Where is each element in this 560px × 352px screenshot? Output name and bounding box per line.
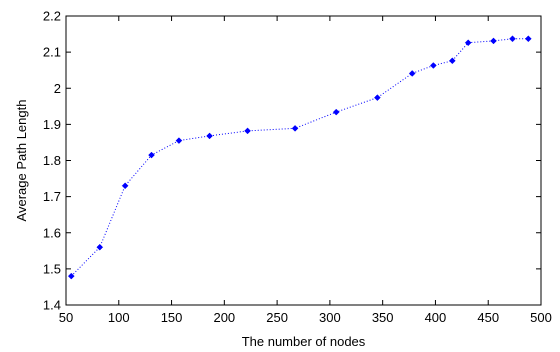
y-tick-label: 1.9 — [43, 117, 61, 132]
x-tick-label: 400 — [425, 310, 447, 325]
x-axis-label: The number of nodes — [242, 334, 366, 349]
data-point — [175, 137, 183, 144]
x-tick-label: 100 — [108, 310, 130, 325]
data-point — [429, 62, 437, 69]
data-point — [148, 151, 155, 159]
y-tick-label: 2 — [54, 81, 61, 96]
axis-ticks — [65, 15, 542, 306]
x-tick-label: 200 — [213, 310, 235, 325]
y-tick-label: 2.1 — [43, 45, 61, 60]
data-point — [96, 243, 104, 251]
data-point — [464, 39, 472, 47]
data-point — [374, 94, 381, 101]
data-point — [509, 35, 516, 43]
x-tick-label: 150 — [161, 310, 183, 325]
data-point — [490, 37, 497, 45]
x-tick-label: 450 — [477, 310, 499, 325]
x-tick-label: 50 — [59, 310, 73, 325]
data-point — [291, 124, 299, 132]
data-point — [244, 127, 251, 135]
y-tick-label: 1.5 — [43, 261, 61, 276]
data-point — [408, 70, 416, 77]
y-tick-label: 1.8 — [43, 153, 61, 168]
y-axis-label: Average Path Length — [14, 100, 29, 222]
y-tick-label: 1.6 — [43, 225, 61, 240]
data-point — [524, 35, 532, 43]
data-point — [121, 182, 129, 190]
data-point — [448, 57, 456, 65]
y-tick-label: 2.2 — [43, 9, 61, 24]
x-tick-label: 300 — [319, 310, 341, 325]
data-point — [206, 132, 213, 140]
plot-frame — [65, 15, 542, 306]
tick-labels: 50 100 150 200 250 300 350 400 450 500 1.4 1.5 1.6 1.… — [43, 9, 552, 326]
y-tick-label: 1.7 — [43, 189, 61, 204]
x-tick-label: 350 — [372, 310, 394, 325]
y-tick-label: 1.4 — [43, 298, 61, 313]
x-tick-label: 500 — [530, 310, 552, 325]
data-point — [332, 108, 340, 116]
series-layer — [67, 35, 532, 280]
data-point — [67, 272, 75, 280]
x-tick-label: 250 — [266, 310, 288, 325]
